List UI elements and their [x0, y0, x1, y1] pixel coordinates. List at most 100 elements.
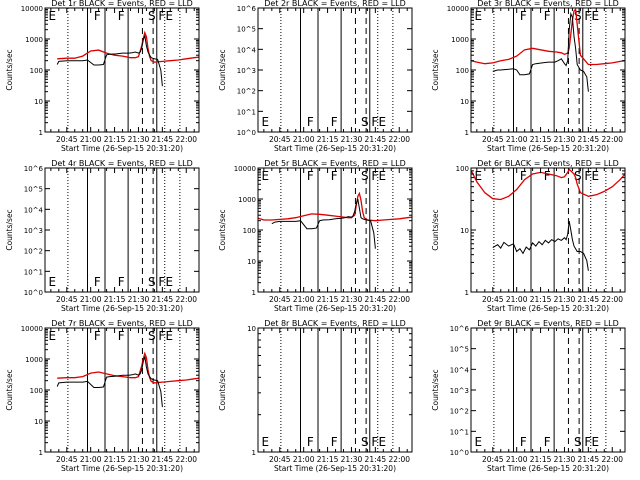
segment-label: F	[544, 169, 551, 183]
segment-label: E	[379, 169, 387, 183]
x-tick-label: 21:45	[365, 455, 387, 464]
x-axis-label: Start Time (26-Sep-15 20:31:20)	[487, 304, 609, 313]
y-axis-label: Counts/sec	[431, 209, 440, 250]
lld-series-line	[471, 7, 626, 66]
segment-label: S	[574, 435, 582, 449]
segment-label: E	[592, 169, 600, 183]
x-tick-label: 20:45	[482, 455, 504, 464]
x-tick-label: 21:00	[80, 455, 102, 464]
y-axis-label: Counts/sec	[5, 209, 14, 250]
y-tick-label: 10^0	[237, 129, 256, 137]
segment-label: F	[158, 329, 165, 343]
y-axis-label: Counts/sec	[431, 369, 440, 410]
y-tick-label: 10^5	[24, 186, 43, 194]
y-tick-label: 10000	[234, 165, 256, 173]
y-tick-label: 10^6	[24, 165, 44, 173]
x-tick-label: 21:15	[317, 135, 339, 144]
segment-label: F	[307, 115, 314, 129]
y-tick-label: 10^4	[24, 206, 44, 214]
segment-label: E	[379, 115, 387, 129]
segment-label: F	[544, 9, 551, 23]
segment-label: S	[148, 9, 156, 23]
x-tick-label: 20:45	[269, 295, 291, 304]
x-axis-label: Start Time (26-Sep-15 20:31:20)	[274, 144, 396, 153]
y-tick-label: 100	[243, 227, 256, 235]
segment-label: F	[118, 329, 125, 343]
segment-label: F	[331, 115, 338, 129]
x-tick-label: 21:45	[152, 455, 174, 464]
x-tick-label: 20:45	[56, 455, 78, 464]
segment-label: E	[592, 9, 600, 23]
segment-label: F	[584, 169, 591, 183]
y-axis-label: Counts/sec	[218, 369, 227, 410]
x-tick-label: 21:45	[365, 135, 387, 144]
x-tick-label: 21:30	[128, 295, 150, 304]
x-tick-label: 21:15	[530, 135, 552, 144]
x-tick-label: 21:45	[152, 295, 174, 304]
segment-label: F	[584, 435, 591, 449]
y-tick-label: 10	[247, 258, 256, 266]
x-axis-label: Start Time (26-Sep-15 20:31:20)	[487, 464, 609, 473]
x-axis-label: Start Time (26-Sep-15 20:31:20)	[487, 144, 609, 153]
y-tick-label: 1000	[25, 356, 43, 364]
x-tick-label: 21:15	[317, 455, 339, 464]
x-axis-label: Start Time (26-Sep-15 20:31:20)	[274, 464, 396, 473]
segment-label: S	[574, 169, 582, 183]
y-tick-label: 10^1	[24, 268, 43, 276]
y-tick-label: 10	[34, 418, 43, 426]
y-axis-label: Counts/sec	[218, 209, 227, 250]
y-tick-label: 1000	[451, 36, 469, 44]
segment-label: F	[94, 275, 101, 289]
y-tick-label: 10	[34, 98, 43, 106]
x-tick-label: 22:00	[388, 295, 410, 304]
x-tick-label: 21:30	[554, 455, 576, 464]
x-tick-label: 21:30	[554, 135, 576, 144]
x-tick-label: 22:00	[601, 455, 623, 464]
x-tick-label: 21:00	[506, 295, 528, 304]
panel-title: Det 7r BLACK = Events, RED = LLD	[51, 319, 193, 328]
lld-series-line	[470, 168, 626, 201]
x-tick-label: 21:15	[317, 295, 339, 304]
x-tick-label: 20:45	[482, 295, 504, 304]
segment-label: F	[331, 435, 338, 449]
lld-series-line	[57, 351, 200, 384]
y-tick-label: 10^4	[450, 366, 470, 374]
y-tick-label: 10^0	[24, 289, 43, 297]
segment-label: F	[371, 169, 378, 183]
x-tick-label: 21:00	[293, 295, 315, 304]
segment-label: S	[148, 275, 156, 289]
x-tick-label: 22:00	[601, 295, 623, 304]
segment-label: F	[94, 329, 101, 343]
y-tick-label: 10^6	[450, 325, 470, 333]
panel-title: Det 5r BLACK = Events, RED = LLD	[264, 159, 406, 168]
x-tick-label: 21:30	[341, 455, 363, 464]
y-tick-label: 1	[252, 449, 256, 457]
x-tick-label: 21:45	[578, 135, 600, 144]
x-tick-label: 22:00	[388, 135, 410, 144]
segment-label: F	[158, 275, 165, 289]
y-tick-label: 10^6	[237, 5, 257, 13]
x-tick-label: 21:00	[80, 295, 102, 304]
y-tick-label: 10	[247, 325, 256, 333]
events-series-line	[56, 35, 163, 87]
y-tick-label: 10^5	[237, 26, 256, 34]
segment-label: E	[166, 329, 174, 343]
y-tick-label: 100	[456, 67, 469, 75]
segment-label: F	[118, 9, 125, 23]
y-tick-label: 1	[252, 289, 256, 297]
events-series-line	[271, 198, 376, 249]
y-tick-label: 1	[465, 129, 469, 137]
segment-label: S	[361, 435, 369, 449]
x-tick-label: 21:45	[578, 455, 600, 464]
y-tick-label: 10^1	[237, 108, 256, 116]
y-tick-label: 1000	[25, 36, 43, 44]
x-tick-label: 20:45	[482, 135, 504, 144]
